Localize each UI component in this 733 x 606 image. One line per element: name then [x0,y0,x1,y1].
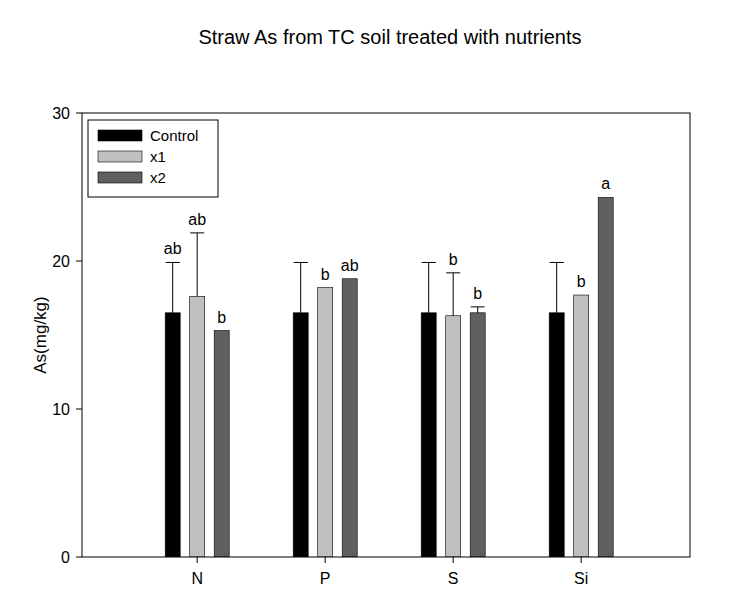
bar [421,313,436,557]
bar [165,313,180,557]
bar [470,313,485,557]
bar [190,297,205,557]
error-cap [166,262,180,263]
legend-swatch [98,130,142,141]
bar [549,313,564,557]
bar [293,313,308,557]
y-tick-label: 20 [52,253,70,270]
legend-swatch [98,151,142,162]
y-axis-label: As(mg/kg) [31,296,50,373]
x-tick [581,557,582,563]
title: Straw As from TC soil treated with nutri… [198,26,581,48]
bars [165,197,613,557]
error-bar [446,273,460,316]
significance-label: ab [164,240,182,257]
y-tick [76,409,82,410]
y-tick-label: 30 [52,105,70,122]
bar [574,295,589,557]
annotations: ababbbbbabba [164,175,610,325]
error-bar [422,262,436,312]
background [0,0,733,606]
significance-label: ab [341,257,359,274]
error-bar [550,262,564,312]
legend-label: x1 [150,148,166,165]
legend-label: x2 [150,169,166,186]
error-bar [471,307,485,313]
error-stem [172,262,173,312]
significance-label: b [577,273,586,290]
significance-label: b [217,309,226,326]
significance-label: a [601,175,610,192]
plot-frame [82,113,690,557]
error-stem [556,262,557,312]
error-cap [446,272,460,273]
x-tick [197,557,198,563]
error-stem [453,273,454,316]
significance-label: ab [188,211,206,228]
bar [214,331,229,557]
significance-label: b [473,285,482,302]
error-bar [294,262,308,312]
chart: Straw As from TC soil treated with nutri… [0,0,733,606]
error-stem [197,233,198,297]
error-cap [190,232,204,233]
error-bar [166,262,180,312]
significance-label: b [321,266,330,283]
error-cap [471,306,485,307]
bar [598,197,613,557]
significance-label: b [449,251,458,268]
x-tick [453,557,454,563]
y-tick [76,557,82,558]
error-cap [550,262,564,263]
error-stem [428,262,429,312]
error-stem [477,307,478,313]
error-cap [422,262,436,263]
y-tick [76,113,82,114]
y-tick-label: 10 [52,401,70,418]
bar [318,288,333,557]
x-tick-label: Si [574,570,588,587]
bar [446,316,461,557]
error-bar [190,233,204,297]
x-tick-label: P [320,570,331,587]
legend-swatch [98,172,142,183]
x-tick-label: N [191,570,203,587]
y-tick [76,261,82,262]
bar [342,279,357,557]
error-stem [300,262,301,312]
legend: Control x1 x2 [88,120,218,197]
legend-box [88,120,218,197]
error-cap [294,262,308,263]
x-tick [325,557,326,563]
legend-label: Control [150,127,198,144]
x-tick-label: S [448,570,459,587]
y-tick-label: 0 [61,549,70,566]
